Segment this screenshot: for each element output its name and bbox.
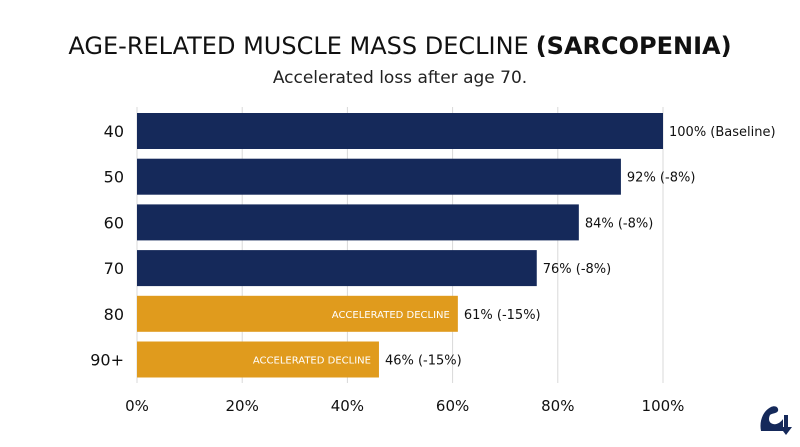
category-label-5: 90+ [90,351,124,370]
x-tick-label-5: 100% [642,397,685,415]
flexed-arm-down-arrow-icon [760,406,792,435]
gridlines [136,107,664,383]
value-label-4: 61% (-15%) [464,308,541,323]
x-axis-ticks: 0% 20% 40% 60% 80% 100% [125,397,684,415]
x-tick-label-1: 20% [226,397,259,415]
bar-4 [137,295,458,332]
x-tick-label-3: 60% [436,397,469,415]
chart-title: AGE-RELATED MUSCLE MASS DECLINE (SARCOPEN… [68,32,731,60]
bar-0 [137,113,663,149]
category-label-1: 50 [104,168,124,187]
category-label-4: 80 [104,305,124,324]
category-label-0: 40 [104,122,124,141]
chart-title-main: AGE-RELATED MUSCLE MASS DECLINE [68,32,528,60]
category-label-2: 60 [104,213,124,232]
value-label-3: 76% (-8%) [543,262,612,277]
value-label-5: 46% (-15%) [385,354,462,369]
inner-label-4: ACCELERATED DECLINE [332,310,450,321]
chart-title-bold: (SARCOPENIA) [536,32,732,60]
category-label-3: 70 [104,259,124,278]
labels: 40 100% (Baseline) 50 92% (-8%) 60 84% (-8%) 7… [90,122,775,370]
bar-3 [137,250,537,287]
x-tick-label-0: 0% [125,397,149,415]
value-label-2: 84% (-8%) [585,216,654,231]
bar-2 [137,204,579,241]
value-label-0: 100% (Baseline) [669,125,776,140]
inner-label-5: ACCELERATED DECLINE [253,356,371,367]
bar-5 [137,341,379,378]
bar-1 [137,158,621,195]
bars [137,113,663,378]
x-tick-label-4: 80% [541,397,574,415]
x-tick-label-2: 40% [331,397,364,415]
chart-subtitle: Accelerated loss after age 70. [273,68,527,88]
value-label-1: 92% (-8%) [627,171,696,186]
